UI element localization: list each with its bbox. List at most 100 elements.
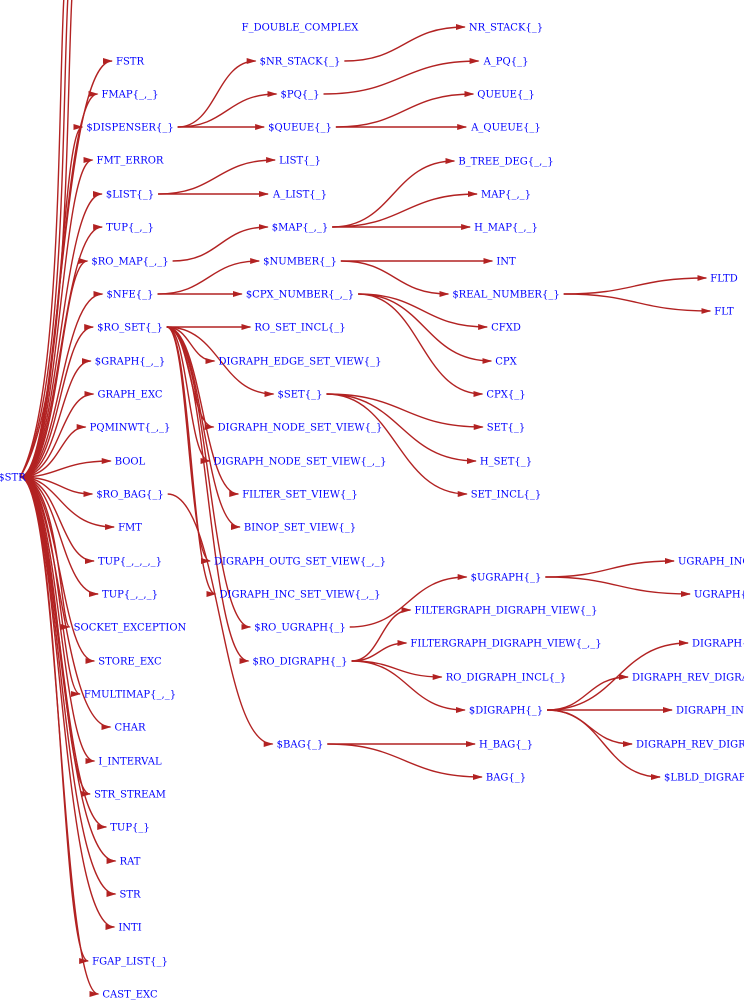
graph-edge: [547, 674, 629, 711]
graph-node: UGRAPH{: [694, 590, 744, 601]
graph-node: CPX{_}: [486, 390, 525, 401]
graph-node: CPX: [495, 357, 517, 368]
graph-node: RO_SET_INCL{_}: [254, 323, 345, 334]
graph-node: BINOP_SET_VIEW{_}: [244, 523, 356, 534]
graph-node: A_PQ{_}: [483, 57, 529, 68]
graph-edge: [326, 393, 477, 464]
graph-node: PQMINWT{_,_}: [90, 423, 171, 434]
graph-edge: [326, 393, 484, 430]
graph-node: DIGRAPH_REV_DIGRA: [632, 673, 744, 684]
graph-node: BAG{_}: [486, 773, 526, 784]
graph-node: $SET{_}: [278, 390, 323, 401]
graph-node: FSTR: [116, 57, 144, 68]
root-edge: [19, 157, 94, 478]
graph-node: TUP{_}: [110, 823, 150, 834]
graph-edge: [351, 607, 412, 662]
graph-node: NR_STACK{_}: [469, 23, 543, 34]
graph-node: FMT_ERROR: [97, 156, 164, 167]
offscreen-edge: [19, 0, 69, 478]
graph-node: UGRAPH_INC: [678, 557, 744, 568]
graph-node: BOOL: [115, 457, 146, 468]
graph-node: $RO_UGRAPH{_}: [254, 623, 345, 634]
root-edge: [19, 476, 100, 997]
graph-edge: [545, 558, 675, 578]
graph-edge: [166, 326, 250, 664]
graph-edge: [166, 326, 217, 597]
graph-edge: [351, 660, 466, 713]
graph-node: H_SET{_}: [480, 457, 532, 468]
root-edge: [19, 358, 92, 478]
graph-edge: [349, 574, 468, 628]
root-edge: [19, 191, 103, 478]
graph-node: FLT: [714, 307, 734, 318]
graph-node: $BAG{_}: [277, 740, 324, 751]
graph-edge: [351, 660, 443, 680]
graph-node: A_LIST{_}: [272, 190, 327, 201]
graph-node: $NR_STACK{_}: [260, 57, 341, 68]
graph-node: $LIST{_}: [106, 190, 154, 201]
graph-node: $STR: [0, 473, 26, 484]
root-edge: [19, 424, 87, 478]
root-edge: [19, 291, 104, 478]
graph-node: H_MAP{_,_}: [474, 223, 538, 234]
graph-edge: [547, 640, 689, 711]
graph-edge: [547, 709, 661, 780]
graph-edge: [177, 91, 278, 128]
graph-node: FMAP{_,_}: [101, 90, 158, 101]
graph-node: DIGRAPH_OUTG_SET_VIEW{_,_}: [214, 557, 386, 568]
graph-node: DIGRAPH_REV_DIGRA: [636, 740, 744, 751]
graph-node: DIGRAPH_NODE_SET_VIEW{_,_}: [214, 457, 387, 468]
root-edge: [19, 476, 94, 497]
graph-node: INT: [496, 257, 516, 268]
graph-node: $RO_DIGRAPH{_}: [253, 657, 348, 668]
root-edge: [19, 224, 104, 478]
graph-edge: [332, 158, 456, 228]
graph-node: TUP{_,_,_}: [102, 590, 158, 601]
graph-node: $CPX_NUMBER{_,_}: [246, 290, 354, 301]
graph-edge: [327, 743, 483, 780]
graph-node: $PQ{_}: [280, 90, 319, 101]
graph-node: DIGRAPH_INC: [676, 706, 744, 717]
root-edge: [19, 476, 90, 964]
graph-edge: [340, 260, 450, 297]
graph-edge: [545, 576, 691, 597]
graph-node: $DIGRAPH{_}: [469, 706, 543, 717]
graph-node: INTI: [118, 923, 141, 934]
graph-node: FILTERGRAPH_DIGRAPH_VIEW{_,_}: [410, 639, 601, 650]
graph-node: DIGRAPH_NODE_SET_VIEW{_}: [218, 423, 383, 434]
graph-node: CHAR: [114, 723, 146, 734]
graph-edge: [351, 640, 408, 662]
graph-node: $QUEUE{_}: [268, 123, 332, 134]
root-edge: [19, 391, 95, 478]
graph-edge: [172, 224, 269, 262]
graph-node: FMULTIMAP{_,_}: [84, 690, 176, 701]
graph-node: SET_INCL{_}: [471, 490, 542, 501]
graph-edge: [157, 258, 261, 295]
graph-node: I_INTERVAL: [98, 757, 162, 768]
graph-node: SET{_}: [487, 423, 526, 434]
graph-node: FILTER_SET_VIEW{_}: [242, 490, 358, 501]
graph-edge: [323, 58, 480, 95]
graph-node: STR: [119, 890, 141, 901]
graph-node: $NUMBER{_}: [263, 257, 337, 268]
offscreen-edge: [19, 0, 73, 478]
root-edge: [19, 476, 116, 530]
graph-node: B_TREE_DEG{_,_}: [458, 157, 553, 168]
graph-node: GRAPH_EXC: [97, 390, 162, 401]
root-edge: [19, 458, 112, 478]
root-edge: [19, 258, 89, 478]
graph-node: $GRAPH{_,_}: [95, 357, 165, 368]
graph-edge: [358, 293, 484, 397]
graph-node: TUP{_,_}: [106, 223, 154, 234]
graph-edge: [166, 326, 252, 630]
graph-node: LIST{_}: [279, 156, 321, 167]
graph-node: MAP{_,_}: [481, 190, 531, 201]
graph-edge: [167, 493, 274, 747]
root-edge: [19, 324, 95, 478]
graph-node: $UGRAPH{_}: [471, 573, 542, 584]
graph-node: STR_STREAM: [94, 790, 166, 801]
offscreen-edge: [19, 0, 65, 478]
graph-node: $NFE{_}: [106, 290, 153, 301]
graph-edge: [344, 24, 466, 62]
